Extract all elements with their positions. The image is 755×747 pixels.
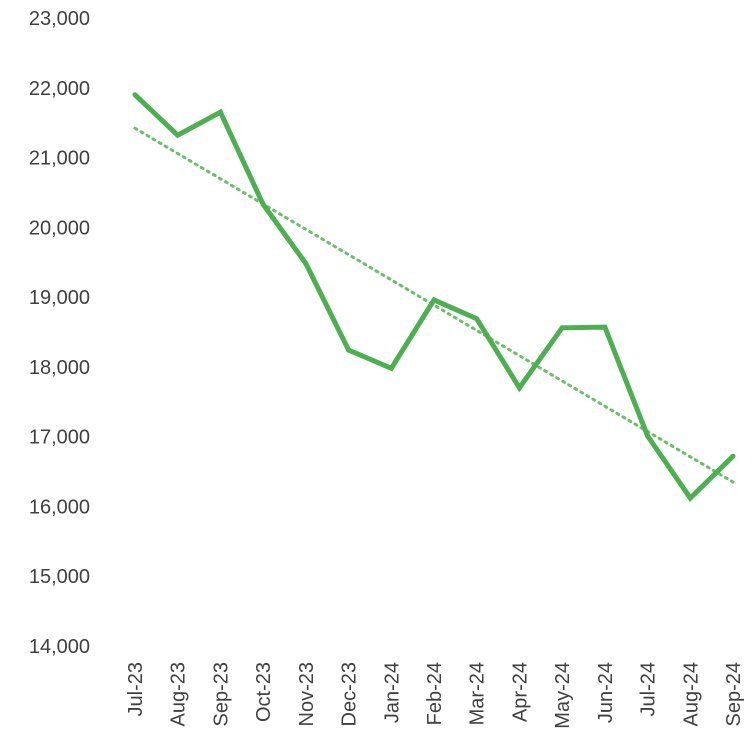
x-tick-label: Sep-24: [723, 662, 745, 727]
data-point: [730, 453, 736, 459]
y-tick-label: 17,000: [29, 427, 90, 449]
y-tick-label: 21,000: [29, 148, 90, 170]
x-tick-label: Aug-23: [168, 662, 190, 727]
series-line: [133, 92, 735, 502]
data-point: [687, 495, 693, 501]
data-point: [474, 316, 480, 322]
data-point: [559, 325, 565, 331]
x-tick-label: Oct-23: [253, 662, 275, 722]
x-tick-label: May-24: [552, 662, 574, 729]
data-point: [175, 132, 181, 138]
data-point: [388, 365, 394, 371]
x-tick-label: Jul-24: [638, 662, 660, 716]
x-tick-label: Jul-23: [125, 662, 147, 716]
y-tick-label: 20,000: [29, 217, 90, 239]
y-tick-label: 16,000: [29, 496, 90, 518]
x-tick-label: Sep-23: [210, 662, 232, 727]
y-tick-label: 15,000: [29, 566, 90, 588]
data-point: [260, 201, 266, 207]
data-point: [217, 109, 223, 115]
x-tick-label: Jun-24: [595, 662, 617, 723]
data-point: [602, 324, 608, 330]
data-point: [132, 92, 138, 98]
y-tick-label: 14,000: [29, 636, 90, 658]
y-tick-label: 23,000: [29, 8, 90, 30]
data-point: [645, 433, 651, 439]
y-tick-label: 22,000: [29, 78, 90, 100]
x-tick-label: Mar-24: [467, 662, 489, 725]
x-tick-label: Feb-24: [424, 662, 446, 725]
y-tick-label: 19,000: [29, 287, 90, 309]
x-axis: Jul-23 Aug-23 Sep-23 Oct-23 Nov-23 Dec-23 Jan-…: [125, 662, 745, 729]
x-tick-label: Jan-24: [381, 662, 403, 723]
data-point: [346, 347, 352, 353]
x-tick-label: Dec-23: [339, 662, 361, 726]
data-point: [516, 385, 522, 391]
x-tick-label: Apr-24: [509, 662, 531, 722]
data-point: [431, 297, 437, 303]
y-axis: 14,000 15,000 16,000 17,000 18,000 19,000 20,0…: [29, 8, 90, 658]
x-tick-label: Aug-24: [680, 662, 702, 727]
series-layer: [132, 92, 736, 502]
y-tick-label: 18,000: [29, 357, 90, 379]
x-tick-label: Nov-23: [296, 662, 318, 726]
data-point: [303, 261, 309, 267]
